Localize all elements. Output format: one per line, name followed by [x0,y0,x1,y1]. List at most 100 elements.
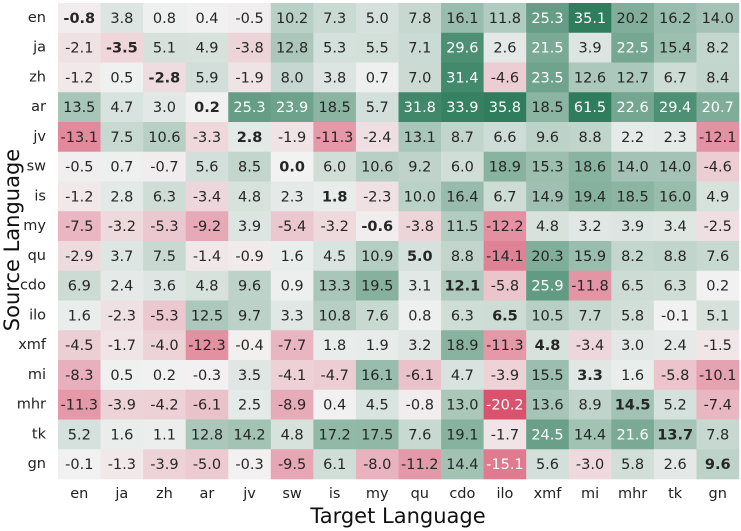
heatmap-cell [185,62,229,93]
cell-label: 13.3 [319,279,351,295]
cell-label: 7.0 [408,70,431,86]
heatmap-cell [653,211,697,242]
heatmap-cell [100,181,144,212]
cell-label: -8.9 [278,398,306,414]
heatmap-cell [568,122,612,153]
heatmap-cell [228,32,272,63]
cell-label: 3.9 [621,219,644,235]
cell-label: 16.2 [659,11,691,27]
heatmap-cell [696,181,740,212]
heatmap-cell [611,151,655,182]
heatmap-cell [58,181,101,212]
heatmap-cell [58,32,101,63]
cell-label: -8.0 [363,457,391,473]
cell-label: 19.5 [361,279,393,295]
heatmap-cell [653,181,697,212]
cell-label: 25.3 [233,100,265,116]
cell-label: 15.4 [659,41,691,57]
cell-label: 13.5 [63,100,95,116]
heatmap-cell [398,419,442,450]
heatmap-cell [355,360,399,391]
cell-label: -9.2 [193,219,221,235]
cell-label: -5.3 [150,219,178,235]
heatmap-cell [653,151,697,182]
heatmap-cell [526,181,570,212]
heatmap-cell [228,270,272,301]
cell-label: 2.2 [621,130,644,146]
cell-label: 0.2 [706,279,729,295]
heatmap-cell [270,32,314,63]
cell-label: -3.3 [193,130,221,146]
cell-label: 1.6 [110,427,133,443]
heatmap-cell [398,122,442,153]
x-tick-label: qu [411,486,429,502]
cell-label: 1.8 [322,189,348,205]
heatmap-cell [483,62,527,93]
cell-label: -12.2 [486,219,524,235]
heatmap-cell [355,449,399,480]
heatmap-cell [355,3,399,34]
heatmap-cell [270,300,314,331]
cell-label: -0.4 [235,338,263,354]
heatmap-cell [270,419,314,450]
heatmap-cell [483,151,527,182]
cell-label: 0.7 [366,70,389,86]
heatmap-cell [483,360,527,391]
heatmap-cell [398,211,442,242]
heatmap-cell [185,300,229,331]
heatmap-cell [58,92,101,123]
heatmap-cell [611,419,655,450]
heatmap-cell [568,419,612,450]
heatmap-cell [696,330,740,361]
cell-label: 11.5 [446,219,478,235]
heatmap-cell [568,211,612,242]
cell-label: 61.5 [574,100,606,116]
cell-label: 3.8 [110,11,133,27]
heatmap-cell [653,32,697,63]
heatmap-cell [270,270,314,301]
heatmap-cell [398,62,442,93]
heatmap-cell [313,360,357,391]
cell-label: -1.2 [65,70,93,86]
cell-label: 3.3 [281,308,304,324]
cell-label: 35.1 [574,11,606,27]
heatmap-cell [58,419,101,450]
heatmap-cell [270,360,314,391]
cell-label: -10.1 [699,368,737,384]
cell-label: 6.7 [664,70,687,86]
heatmap-cell [100,122,144,153]
heatmap-cell [270,151,314,182]
cell-label: 4.7 [451,368,474,384]
cell-label: -12.1 [699,130,737,146]
cell-label: -4.2 [150,398,178,414]
cell-label: 3.0 [621,338,644,354]
cell-label: 7.7 [579,308,602,324]
x-tick-label: zh [156,486,173,502]
cell-label: 8.5 [238,160,261,176]
y-tick-label: jv [32,129,46,145]
heatmap-cell [696,3,740,34]
cell-label: 5.1 [706,308,729,324]
cell-label: 0.7 [110,160,133,176]
cell-label: 7.6 [706,249,729,265]
x-axis-title: Target Language [309,504,485,528]
cell-label: 0.0 [279,160,305,176]
heatmap-cell [611,330,655,361]
cell-label: 3.3 [577,368,603,384]
cell-label: 23.5 [531,70,563,86]
cell-label: 9.6 [238,279,261,295]
heatmap-cell [398,330,442,361]
cell-label: 7.1 [408,41,431,57]
heatmap-cell [355,241,399,272]
cell-label: -5.8 [661,368,689,384]
cell-label: -2.3 [108,308,136,324]
heatmap-cell [58,151,101,182]
heatmap-cell [696,360,740,391]
heatmap-cell [228,360,272,391]
heatmap-cell [228,92,272,123]
heatmap-cell [398,181,442,212]
cell-label: 8.8 [451,249,474,265]
heatmap-cell [313,241,357,272]
cell-label: 18.5 [616,189,648,205]
